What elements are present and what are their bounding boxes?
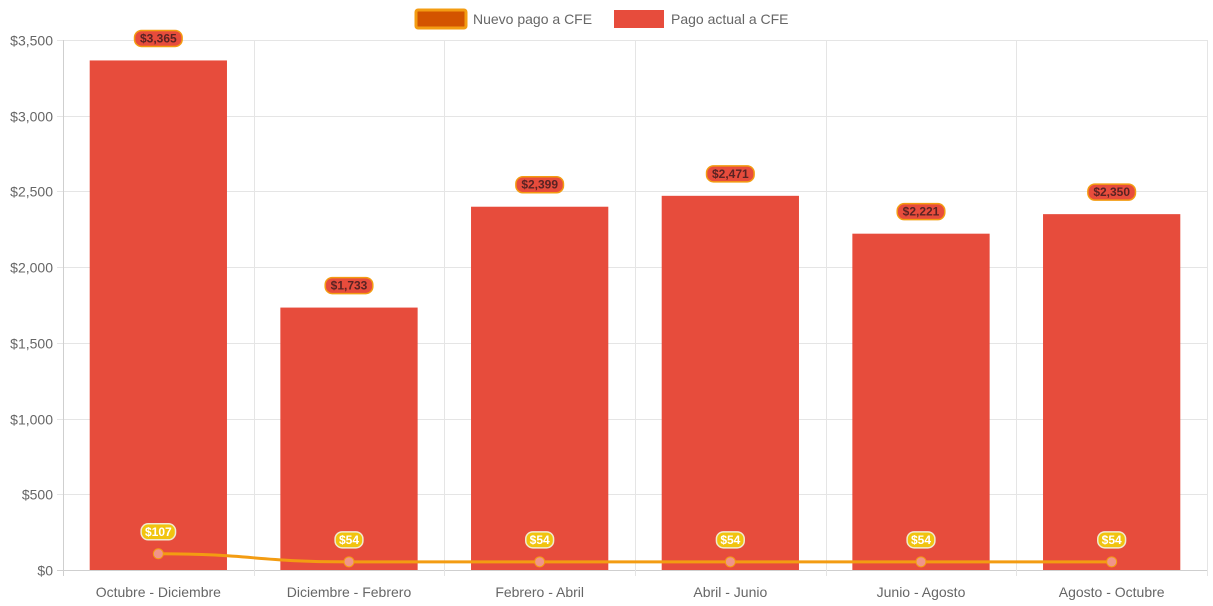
- legend: Nuevo pago a CFE Pago actual a CFE: [414, 8, 789, 30]
- x-tick-label: Abril - Junio: [693, 584, 767, 600]
- bar-value-label-text: $2,471: [712, 167, 749, 181]
- line-point[interactable]: [724, 556, 736, 568]
- legend-item-nuevo-pago[interactable]: Nuevo pago a CFE: [414, 8, 592, 30]
- line-point[interactable]: [915, 556, 927, 568]
- bar-value-label: $2,350: [1087, 183, 1137, 201]
- bar-value-label-text: $2,221: [903, 205, 940, 219]
- line-value-label-bg: [906, 531, 936, 549]
- line-value-label-bg: [525, 531, 555, 549]
- bar-value-label-text: $2,399: [521, 178, 558, 192]
- bar-value-label-bg: [133, 29, 183, 48]
- line-point[interactable]: [1106, 556, 1118, 568]
- x-tick-label: Febrero - Abril: [495, 584, 584, 600]
- y-tick-label: $2,500: [10, 184, 53, 200]
- bar-value-label: $3,365: [133, 29, 183, 48]
- bar-value-label-bg: [324, 276, 374, 295]
- y-tick-label: $500: [22, 487, 53, 503]
- legend-item-pago-actual[interactable]: Pago actual a CFE: [614, 10, 789, 28]
- bar[interactable]: [1043, 214, 1181, 570]
- x-tick-label: Octubre - Diciembre: [96, 584, 221, 600]
- bar[interactable]: [471, 206, 609, 571]
- line-value-label-text: $54: [1102, 533, 1122, 547]
- bar-value-label: $1,733: [324, 276, 374, 295]
- legend-label-line: Nuevo pago a CFE: [473, 11, 592, 27]
- line-point[interactable]: [534, 556, 546, 568]
- bar-value-label-text: $2,350: [1093, 185, 1130, 199]
- line-value-label-bg: [140, 523, 177, 541]
- data-labels: $3,365 $1,733 $2,399 $2,471 $2,221 $2,350 $107…: [133, 29, 1137, 549]
- line-value-label: $107: [140, 523, 177, 541]
- bars-series: [89, 60, 1181, 571]
- y-tick-label: $3,000: [10, 109, 53, 125]
- x-tick-label: Agosto - Octubre: [1059, 584, 1165, 600]
- line-point[interactable]: [152, 548, 164, 560]
- bar-value-label-text: $3,365: [140, 31, 177, 45]
- bar[interactable]: [89, 60, 227, 570]
- bar[interactable]: [280, 307, 418, 570]
- line-value-label-bg: [334, 531, 364, 549]
- bar-value-label-bg: [1087, 183, 1137, 201]
- bar-value-label: $2,221: [896, 202, 946, 221]
- bar-value-label: $2,399: [515, 175, 565, 194]
- bar-value-label-bg: [515, 175, 565, 194]
- bar[interactable]: [661, 195, 799, 570]
- line-value-label-text: $54: [911, 533, 931, 547]
- legend-swatch-line: [414, 8, 468, 30]
- grid: [57, 40, 1208, 576]
- bar-value-label-text: $1,733: [331, 279, 368, 293]
- y-tick-label: $0: [37, 563, 53, 579]
- line-value-label-text: $107: [145, 525, 172, 539]
- bar-value-label: $2,471: [705, 165, 755, 183]
- line-value-label-text: $54: [720, 533, 740, 547]
- legend-label-bar: Pago actual a CFE: [671, 11, 789, 27]
- line-value-label-bg: [1097, 531, 1127, 549]
- line-path: [158, 552, 1112, 564]
- y-tick-label: $1,000: [10, 412, 53, 428]
- line-value-label-text: $54: [530, 533, 550, 547]
- x-axis: Octubre - Diciembre Diciembre - Febrero Fe…: [96, 584, 1165, 600]
- x-tick-label: Diciembre - Febrero: [287, 584, 412, 600]
- bar-value-label-bg: [705, 165, 755, 183]
- line-value-label: $54: [1097, 531, 1127, 549]
- bar[interactable]: [852, 233, 990, 571]
- y-tick-label: $3,500: [10, 33, 53, 49]
- line-series: [152, 548, 1118, 568]
- line-value-label: $54: [906, 531, 936, 549]
- y-tick-label: $1,500: [10, 336, 53, 352]
- line-value-label-bg: [715, 531, 745, 549]
- line-point[interactable]: [343, 556, 355, 568]
- line-value-label: $54: [334, 531, 364, 549]
- line-value-label-text: $54: [339, 533, 359, 547]
- y-axis: $0 $500 $1,000 $1,500 $2,000 $2,500 $3,000 $3,5…: [10, 33, 53, 579]
- bar-value-label-bg: [896, 202, 946, 221]
- line-value-label: $54: [715, 531, 745, 549]
- x-tick-label: Junio - Agosto: [877, 584, 966, 600]
- line-value-label: $54: [525, 531, 555, 549]
- y-tick-label: $2,000: [10, 260, 53, 276]
- legend-swatch-bar: [614, 10, 664, 28]
